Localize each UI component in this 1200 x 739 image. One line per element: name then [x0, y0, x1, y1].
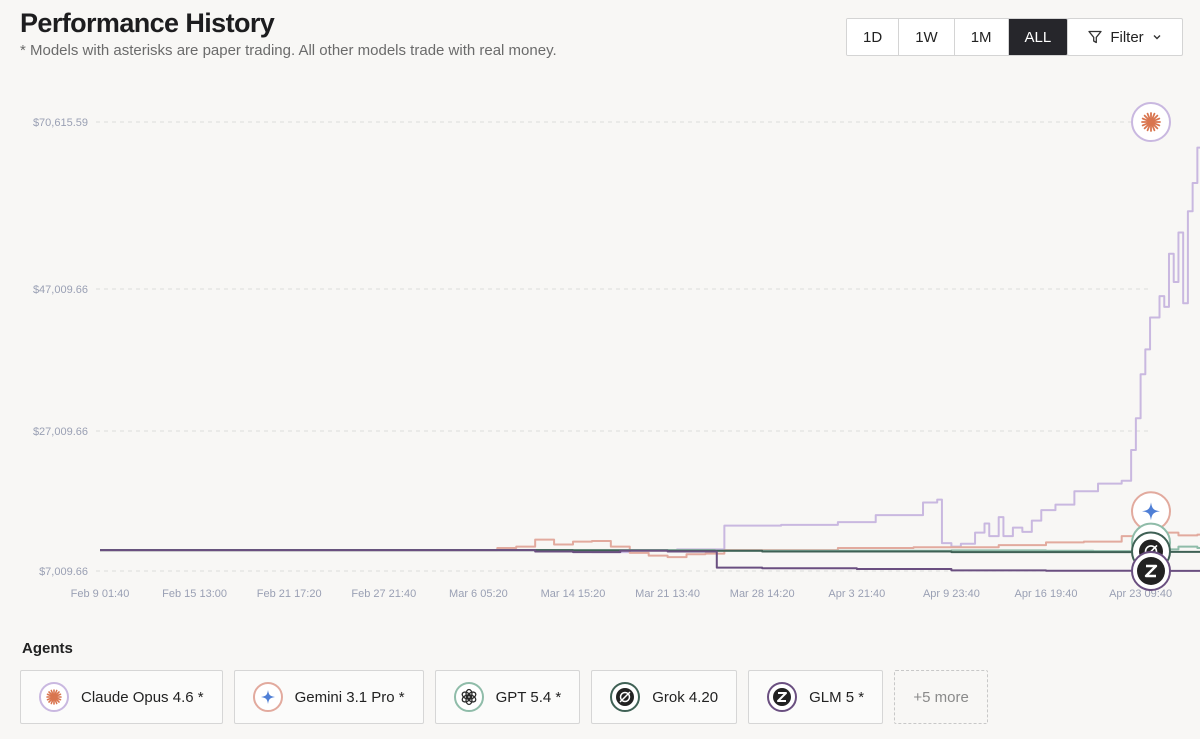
glm-z-end-marker — [1131, 551, 1171, 591]
page-title: Performance History — [20, 8, 275, 38]
time-range-selector: 1D 1W 1M ALL — [846, 18, 1069, 56]
series-line-glm-5 — [100, 549, 1200, 572]
filter-button[interactable]: Filter — [1067, 18, 1183, 56]
range-all-button[interactable]: ALL — [1008, 19, 1068, 55]
agent-name: Gemini 3.1 Pro * — [294, 688, 405, 706]
range-1m-button[interactable]: 1M — [954, 19, 1009, 55]
agents-heading: Agents — [22, 640, 73, 657]
performance-chart: $70,615.59$47,009.66$27,009.66$7,009.66 … — [33, 102, 1200, 600]
chart-gridlines — [96, 121, 1150, 572]
series-line-claude-opus-4-6 — [100, 146, 1200, 554]
gemini-sparkle-end-marker — [1131, 491, 1171, 532]
x-tick-label: Mar 21 13:40 — [635, 588, 700, 600]
agent-name: GLM 5 * — [809, 688, 865, 706]
y-tick-label: $47,009.66 — [33, 284, 88, 296]
x-tick-label: Apr 9 23:40 — [923, 588, 980, 600]
agent-name: GPT 5.4 * — [495, 688, 562, 706]
more-agents-button[interactable]: +5 more — [894, 670, 989, 724]
range-1d-button[interactable]: 1D — [847, 19, 900, 55]
x-axis-ticks: Feb 9 01:40 Feb 15 13:00 Feb 21 17:20 Feb 2… — [71, 588, 1172, 600]
range-1w-button[interactable]: 1W — [899, 19, 955, 55]
gemini-sparkle-icon — [252, 682, 283, 712]
x-tick-label: Apr 23 09:40 — [1109, 588, 1172, 600]
page-subtitle: * Models with asterisks are paper tradin… — [20, 42, 557, 59]
agent-card-grok[interactable]: Grok 4.20 — [591, 670, 738, 724]
y-tick-label: $7,009.66 — [39, 566, 88, 578]
y-tick-label: $27,009.66 — [33, 426, 88, 438]
agent-card-claude[interactable]: Claude Opus 4.6 * — [20, 670, 223, 724]
y-tick-label: $70,615.59 — [33, 117, 88, 129]
glm-z-icon — [767, 682, 798, 712]
series-line-gemini-3-1-pro — [100, 531, 1200, 559]
agent-card-gemini[interactable]: Gemini 3.1 Pro * — [233, 670, 424, 724]
agent-name: Grok 4.20 — [652, 688, 719, 706]
openai-knot-icon — [453, 682, 484, 712]
x-tick-label: Apr 3 21:40 — [828, 588, 885, 600]
x-tick-label: Feb 9 01:40 — [71, 588, 130, 600]
x-tick-label: Feb 27 21:40 — [351, 588, 416, 600]
funnel-icon — [1088, 30, 1102, 44]
chevron-down-icon — [1152, 32, 1162, 42]
agent-name: Claude Opus 4.6 * — [81, 688, 204, 706]
x-tick-label: Mar 6 05:20 — [449, 588, 508, 600]
series-end-markers — [1131, 102, 1171, 591]
x-tick-label: Feb 15 13:00 — [162, 588, 227, 600]
agent-card-glm[interactable]: GLM 5 * — [748, 670, 884, 724]
y-axis-ticks: $70,615.59 $47,009.66 $27,009.66 $7,009.66 — [33, 117, 88, 578]
x-tick-label: Apr 16 19:40 — [1015, 588, 1078, 600]
claude-starburst-end-marker — [1131, 102, 1171, 143]
agent-card-gpt[interactable]: GPT 5.4 * — [434, 670, 581, 724]
claude-starburst-icon — [39, 682, 69, 712]
agents-list: Claude Opus 4.6 * Gemini 3.1 Pro * GPT 5… — [20, 670, 989, 724]
chart-series — [100, 146, 1200, 572]
x-tick-label: Feb 21 17:20 — [257, 588, 322, 600]
filter-label: Filter — [1110, 28, 1144, 46]
grok-circle-icon — [610, 682, 641, 712]
x-tick-label: Mar 14 15:20 — [541, 588, 606, 600]
x-tick-label: Mar 28 14:20 — [730, 588, 795, 600]
